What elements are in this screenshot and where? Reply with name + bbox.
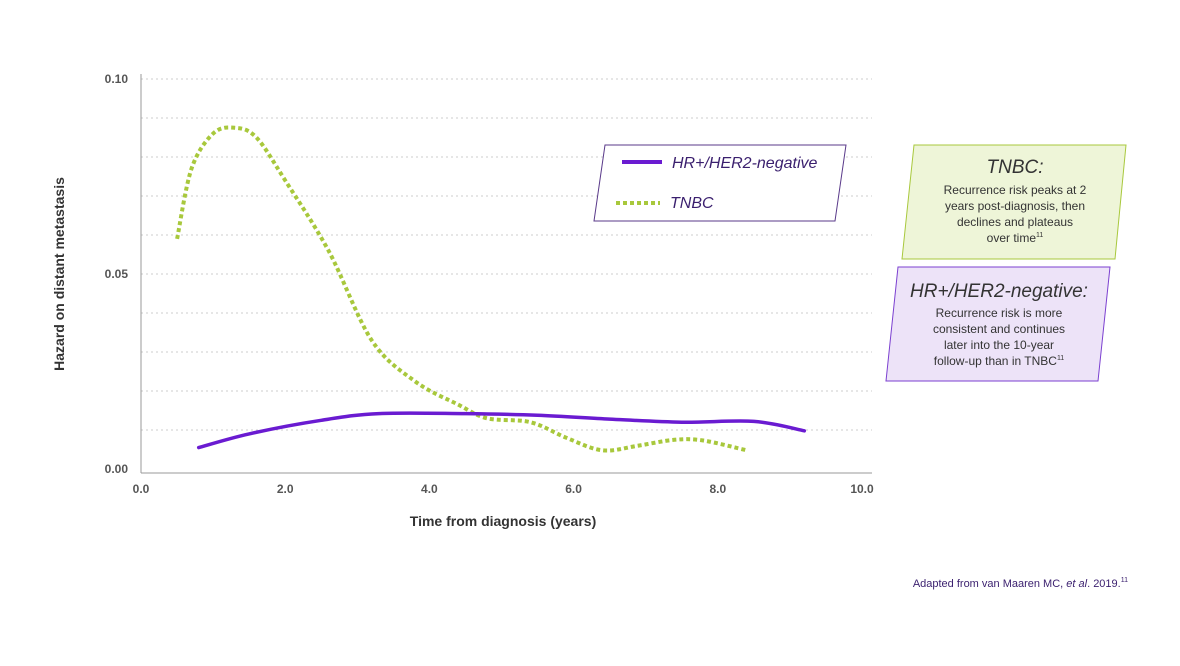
- gridlines: [141, 78, 872, 431]
- tnbc-annotation-line-3: declines and plateaus: [957, 215, 1073, 229]
- y-tick-label: 0.00: [105, 462, 129, 476]
- y-tick-label: 0.10: [105, 72, 129, 86]
- hr-annotation-ref: 11: [1057, 355, 1064, 362]
- axes: [140, 74, 872, 474]
- y-axis-title: Hazard on distant metastasis: [51, 177, 67, 371]
- hr-annotation-line-1: Recurrence risk is more: [936, 306, 1063, 320]
- tnbc-annotation-title: TNBC:: [987, 157, 1044, 178]
- tnbc-annotation-box: [901, 144, 1127, 260]
- hr-annotation: HR+/HER2-negative: Recurrence risk is mo…: [885, 266, 1111, 382]
- tnbc-annotation-line-1: Recurrence risk peaks at 2: [944, 183, 1087, 197]
- source-note: Adapted from van Maaren MC, et al. 2019.…: [913, 577, 1128, 590]
- legend-label-hr: HR+/HER2-negative: [672, 155, 818, 172]
- hr-annotation-line-4: follow-up than in TNBC11: [934, 354, 1065, 368]
- x-tick-label: 8.0: [709, 482, 726, 496]
- tnbc-annotation: TNBC: Recurrence risk peaks at 2 years p…: [901, 144, 1127, 260]
- x-tick-label: 10.0: [850, 482, 874, 496]
- x-tick-label: 2.0: [277, 482, 294, 496]
- x-tick-label: 6.0: [565, 482, 582, 496]
- tnbc-annotation-ref: 11: [1036, 232, 1043, 239]
- series-group: [175, 125, 807, 453]
- x-tick-label: 4.0: [421, 482, 438, 496]
- hr-annotation-box: [885, 266, 1111, 382]
- x-axis-title: Time from diagnosis (years): [410, 513, 596, 529]
- tnbc-annotation-line-4: over time11: [987, 231, 1044, 245]
- x-tick-labels: 0.0 2.0 4.0 6.0 8.0 10.0: [133, 482, 874, 496]
- source-ref: 11: [1121, 577, 1128, 584]
- y-tick-label: 0.05: [105, 267, 129, 281]
- tnbc-annotation-line-2: years post-diagnosis, then: [945, 199, 1085, 213]
- hr-annotation-title: HR+/HER2-negative:: [910, 281, 1088, 302]
- hr-annotation-line-2: consistent and continues: [933, 322, 1065, 336]
- x-tick-label: 0.0: [133, 482, 150, 496]
- legend-label-tnbc: TNBC: [670, 195, 714, 212]
- series-line-tnbc: [175, 125, 748, 453]
- hr-annotation-line-3: later into the 10-year: [944, 338, 1054, 352]
- series-line-hr: [196, 411, 807, 450]
- legend: HR+/HER2-negative TNBC: [593, 144, 847, 222]
- y-tick-labels: 0.00 0.05 0.10: [105, 72, 129, 476]
